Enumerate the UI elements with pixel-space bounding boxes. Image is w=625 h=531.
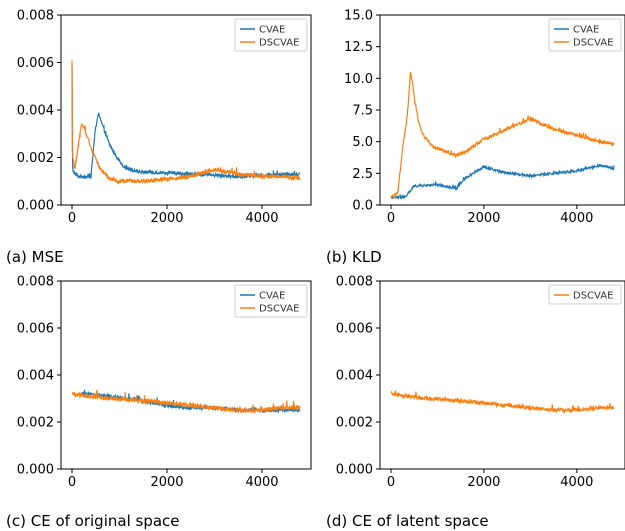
y-tick-label: 0.0	[352, 199, 373, 214]
axes-frame	[379, 280, 625, 470]
legend: DSCVAE	[548, 284, 622, 305]
series-line-dscvae	[71, 60, 301, 185]
x-tick-label: 4000	[560, 475, 593, 490]
y-tick-label: 0.002	[336, 416, 373, 431]
x-tick-label: 4000	[560, 211, 593, 226]
y-tick-label: 0.002	[17, 416, 54, 431]
x-tick-label: 0	[68, 211, 76, 226]
y-tick-label: 5.0	[352, 135, 373, 150]
x-tick-label: 0	[387, 475, 395, 490]
x-tick-label: 2000	[467, 475, 500, 490]
y-tick-label: 0.004	[17, 104, 54, 119]
x-tick-label: 2000	[467, 211, 500, 226]
y-tick-label: 0.006	[336, 322, 373, 337]
chart-panel-4: 0.000 0.002 0.004 0.006 0.008 0 2000 4000 DSCVAE…	[326, 275, 625, 530]
x-tick-label: 4000	[245, 211, 278, 226]
x-tick-label: 4000	[245, 475, 278, 490]
x-tick-label: 2000	[150, 211, 183, 226]
x-tick-label: 0	[68, 475, 76, 490]
legend: CVAE DSCVAE	[234, 284, 308, 318]
legend-label-dscvae: DSCVAE	[573, 38, 613, 49]
y-tick-label: 0.000	[336, 463, 373, 478]
y-tick-label: 7.5	[352, 104, 373, 119]
y-tick-label: 0.008	[336, 275, 373, 290]
legend-label-dscvae: DSCVAE	[259, 304, 299, 315]
y-tick-label: 0.004	[336, 369, 373, 384]
y-tick-label: 0.000	[17, 199, 54, 214]
series-line-dscvae	[390, 390, 615, 415]
y-tick-label: 10.0	[344, 72, 373, 87]
y-tick-label: 0.008	[17, 9, 54, 24]
series-line-dscvae	[390, 71, 615, 199]
y-tick-label: 0.006	[17, 56, 54, 71]
y-tick-label: 0.006	[17, 322, 54, 337]
panel-caption: (a) MSE	[6, 248, 64, 266]
y-tick-label: 0.002	[17, 151, 54, 166]
series-line-cvae	[390, 162, 615, 200]
legend-box	[548, 18, 622, 52]
series-line-dscvae	[71, 390, 301, 415]
legend-label-dscvae: DSCVAE	[573, 291, 613, 302]
y-tick-label: 15.0	[344, 9, 373, 24]
y-tick-label: 0.008	[17, 275, 54, 290]
legend: CVAE DSCVAE	[548, 18, 622, 52]
chart-panel-3: 0.000 0.002 0.004 0.006 0.008 0 2000 4000 CVAE DS…	[6, 275, 312, 530]
legend-label-cvae: CVAE	[573, 25, 599, 36]
legend-label-dscvae: DSCVAE	[259, 38, 299, 49]
y-tick-label: 12.5	[344, 40, 373, 55]
x-tick-label: 0	[387, 211, 395, 226]
legend-box	[234, 18, 308, 52]
panel-caption: (d) CE of latent space	[326, 512, 489, 530]
y-tick-label: 0.004	[17, 369, 54, 384]
chart-panel-1: 0.000 0.002 0.004 0.006 0.008 0 2000 4000 CVAE DS…	[6, 9, 312, 266]
y-tick-label: 0.000	[17, 463, 54, 478]
series-line-cvae	[71, 66, 301, 180]
legend-label-cvae: CVAE	[259, 291, 285, 302]
panel-caption: (c) CE of original space	[6, 512, 180, 530]
panel-caption: (b) KLD	[326, 248, 382, 266]
chart-panel-2: 0.0 2.5 5.0 7.5 10.0 12.5 15.0 0 2000 4000 CVAE DSC…	[326, 9, 625, 266]
legend-label-cvae: CVAE	[259, 25, 285, 36]
y-tick-label: 2.5	[352, 167, 373, 182]
legend: CVAE DSCVAE	[234, 18, 308, 52]
x-tick-label: 2000	[150, 475, 183, 490]
legend-box	[548, 284, 622, 305]
legend-box	[234, 284, 308, 318]
